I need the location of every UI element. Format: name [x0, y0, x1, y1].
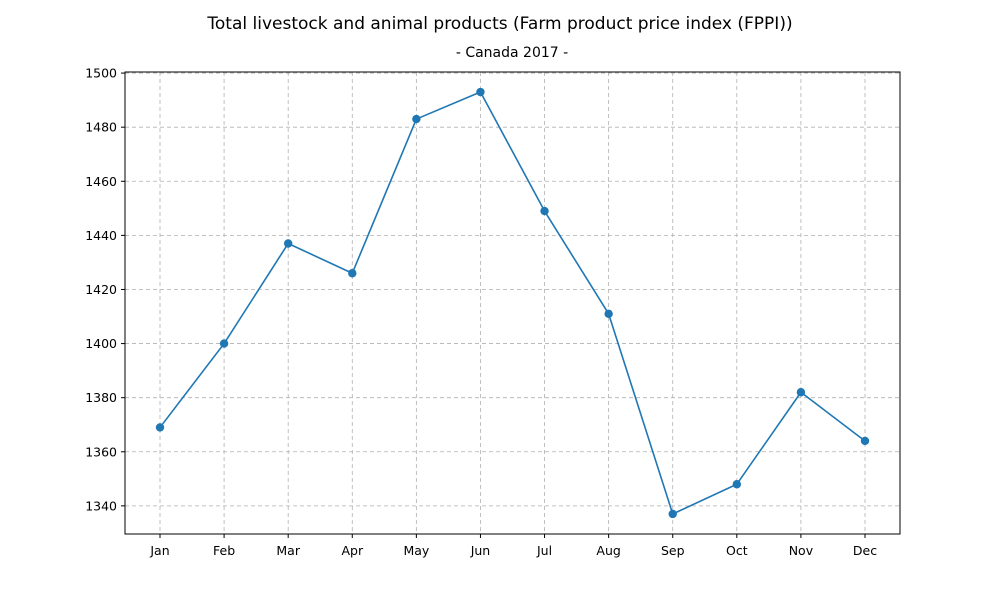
series-line — [159, 91, 866, 515]
data-point — [540, 206, 549, 216]
x-tick-label: Mar — [276, 543, 300, 558]
data-point — [604, 309, 613, 319]
x-tick-label: Jul — [536, 543, 552, 558]
grid-lines — [125, 72, 900, 534]
x-tick-label: Jan — [149, 543, 169, 558]
data-point — [348, 269, 357, 278]
plot-frame — [124, 71, 901, 535]
x-tick-label: Jun — [470, 543, 491, 558]
x-tick-label: Nov — [789, 543, 814, 558]
x-axis: Jan Feb Mar Apr May Jun Jul Aug Sep Oct Nov Dec — [149, 534, 877, 558]
data-point — [860, 436, 870, 446]
y-tick-label: 1400 — [85, 336, 117, 351]
data-point — [796, 388, 806, 397]
y-tick-label: 1340 — [85, 498, 117, 513]
data-point — [155, 423, 165, 432]
y-tick-label: 1420 — [85, 282, 117, 297]
y-tick-label: 1360 — [85, 444, 117, 459]
chart-subtitle: - Canada 2017 - — [455, 45, 569, 61]
y-tick-label: 1440 — [85, 228, 117, 243]
x-tick-label: Dec — [853, 543, 877, 558]
x-tick-label: Aug — [596, 543, 620, 558]
y-tick-label: 1460 — [85, 174, 117, 189]
data-point — [219, 339, 229, 348]
chart-title: Total livestock and animal products (Far… — [207, 14, 793, 34]
y-tick-label: 1480 — [85, 120, 117, 135]
y-tick-label: 1500 — [85, 66, 117, 81]
data-point — [668, 509, 677, 519]
x-tick-label: Sep — [661, 543, 685, 558]
data-point — [476, 87, 485, 97]
x-tick-label: Feb — [213, 543, 235, 558]
x-tick-label: Oct — [726, 543, 748, 558]
x-tick-label: Apr — [341, 543, 363, 558]
x-tick-label: May — [403, 543, 429, 558]
data-point — [732, 480, 742, 489]
y-axis: 1340 1360 1380 1400 1420 1440 1460 1480 1500 — [85, 66, 125, 513]
series-layer — [155, 87, 870, 519]
data-point — [412, 114, 421, 124]
data-point — [283, 239, 293, 248]
y-tick-label: 1380 — [85, 390, 117, 405]
